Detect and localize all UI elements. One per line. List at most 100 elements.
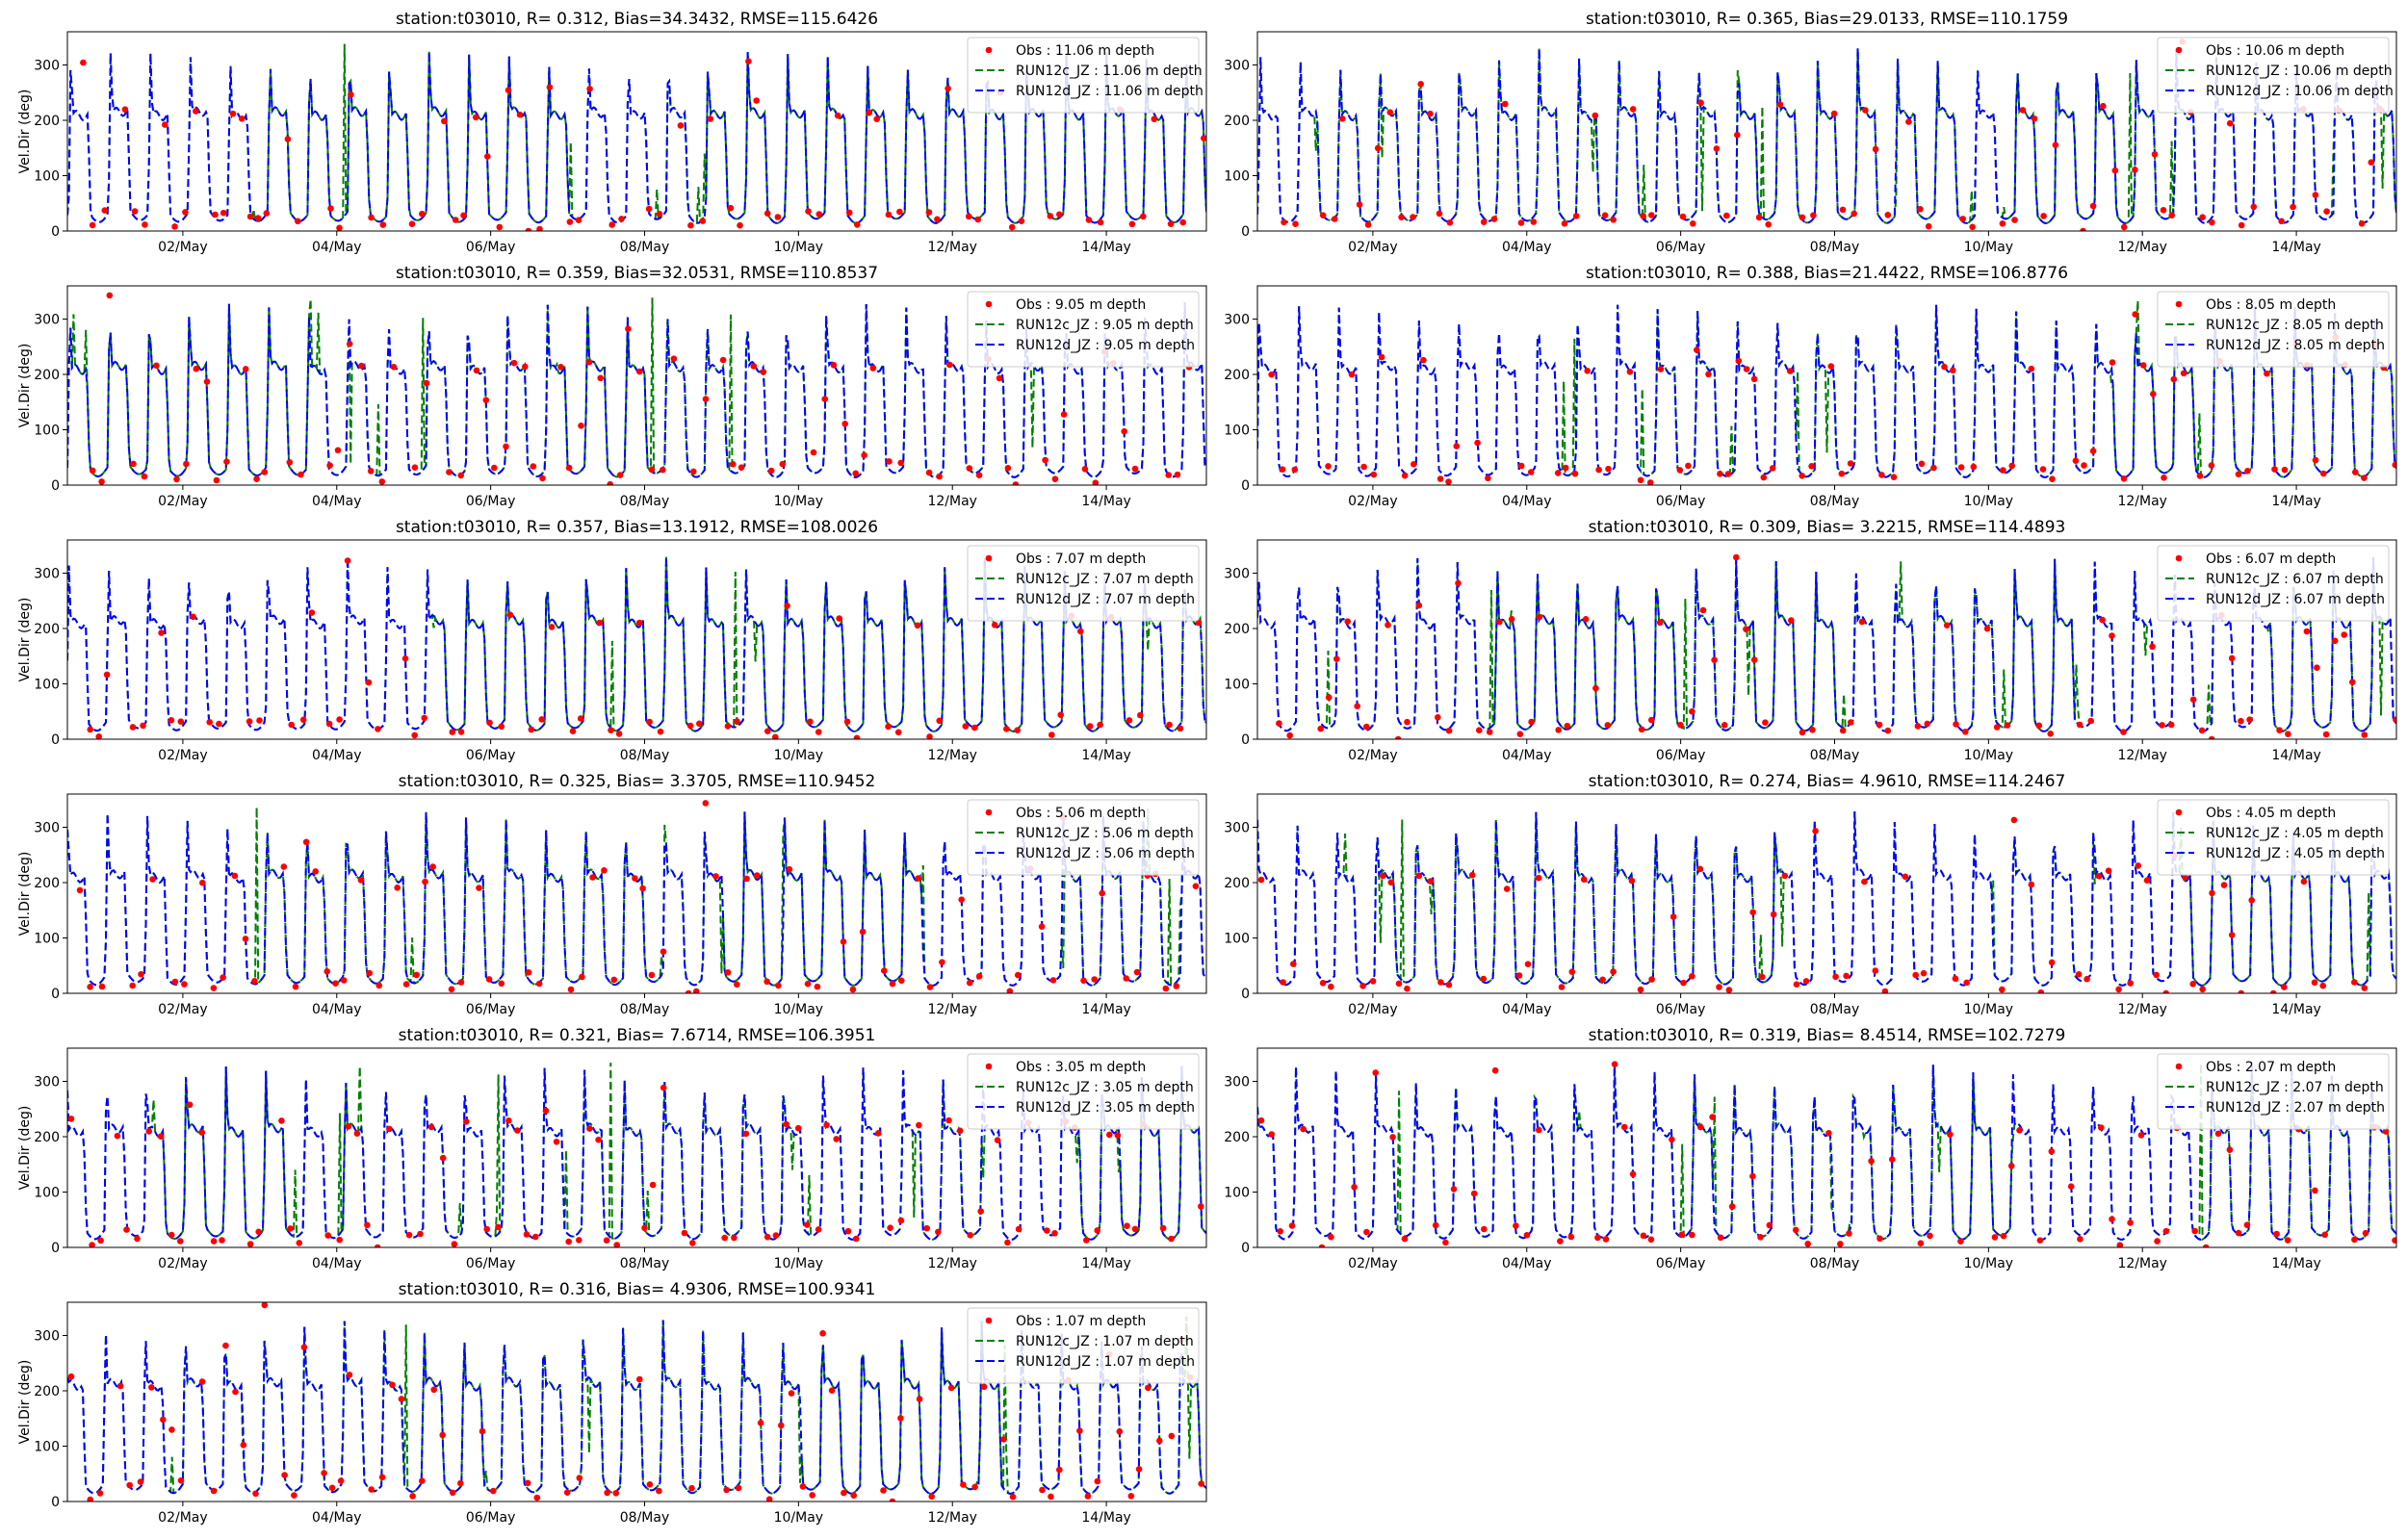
obs-point [1000,1436,1007,1443]
x-tick-label: 10/May [774,748,823,763]
obs-point [498,723,505,731]
obs-point [1277,1228,1283,1235]
obs-point [514,1127,521,1134]
obs-point [186,1101,194,1109]
obs-point [198,1129,205,1136]
obs-point [476,885,482,891]
obs-point [688,1484,695,1492]
obs-point [216,720,222,728]
obs-point [1843,972,1850,980]
obs-point [1640,1232,1647,1240]
obs-point [411,464,419,472]
obs-point [198,1378,206,1385]
x-tick-label: 14/May [2271,748,2320,763]
obs-point [1872,145,1879,153]
obs-point [1179,218,1186,226]
obs-point [1927,1232,1933,1240]
obs-point [429,863,436,870]
obs-point [854,221,861,228]
y-tick-label: 300 [1224,1075,1250,1091]
obs-point [173,475,180,483]
obs-point [148,1384,155,1391]
obs-point [375,982,383,989]
obs-point [1637,986,1644,993]
obs-point [880,1487,887,1494]
obs-point [764,1233,771,1241]
obs-point [576,1475,583,1481]
x-tick-label: 12/May [2117,748,2166,763]
obs-point [1716,984,1722,990]
legend: Obs : 9.05 m depth RUN12c_JZ : 9.05 m dep… [967,291,1200,368]
obs-point [1584,368,1591,374]
obs-point [220,974,226,981]
obs-point [2199,214,2206,220]
obs-point [2154,1238,2161,1245]
obs-point [2209,889,2215,897]
obs-point [1750,656,1758,663]
obs-point [996,374,1003,382]
obs-point [131,208,139,215]
obs-point [852,470,859,477]
obs-point [2098,1124,2105,1131]
obs-point [1168,1432,1176,1440]
axes-frame [66,31,1207,232]
obs-point [723,1486,730,1494]
series-run12d-line [67,1320,1206,1495]
obs-point [735,1484,742,1492]
obs-point [1902,873,1909,881]
obs-point [1689,973,1695,980]
obs-point [1328,1233,1334,1241]
obs-point [2209,218,2215,226]
obs-point [536,225,543,231]
obs-point [446,469,453,475]
x-tick-label: 08/May [620,240,669,255]
x-tick-label: 02/May [1348,748,1397,763]
obs-point [2132,311,2138,318]
obs-point [764,210,771,217]
obs-point [1276,720,1282,727]
subplot-8: station:t03010, R= 0.274, Bias= 4.9610, … [1224,772,2397,1017]
obs-point [1348,371,1356,378]
obs-point [1557,1238,1564,1245]
obs-point [1156,1437,1163,1445]
obs-point [2132,167,2138,173]
obs-point [1637,476,1644,484]
obs-point [885,723,892,731]
obs-point [1669,1136,1675,1143]
x-tick-label: 08/May [1810,1002,1859,1017]
obs-point [2120,475,2128,482]
obs-point [897,1415,904,1422]
x-tick-label: 10/May [1964,494,2013,509]
obs-point [345,1123,352,1130]
obs-point [702,800,710,807]
obs-point [2170,375,2178,383]
obs-point [1018,218,1025,224]
obs-point [1094,1477,1101,1485]
obs-point [586,1125,593,1132]
obs-point [1325,694,1333,701]
obs-point [618,216,625,222]
obs-point [96,1490,104,1497]
x-tick-label: 06/May [1656,748,1705,763]
obs-point [1847,719,1854,726]
obs-point [242,366,249,372]
obs-point [1389,1134,1396,1141]
legend-label: Obs : 9.05 m depth [1016,297,1146,313]
obs-point [804,1221,811,1228]
obs-point [168,717,175,724]
obs-point [394,885,401,891]
obs-point [2196,473,2204,479]
obs-point [2040,213,2047,219]
obs-point [300,1344,308,1350]
y-tick-label: 100 [34,169,60,185]
obs-point [87,984,93,990]
obs-point [1398,214,1405,220]
obs-point [505,87,512,93]
obs-point [565,464,573,472]
obs-point [1838,470,1846,477]
obs-point [312,868,320,875]
obs-point [1094,1227,1100,1234]
obs-point [1516,731,1524,737]
obs-point [408,220,416,227]
obs-point [280,863,288,870]
